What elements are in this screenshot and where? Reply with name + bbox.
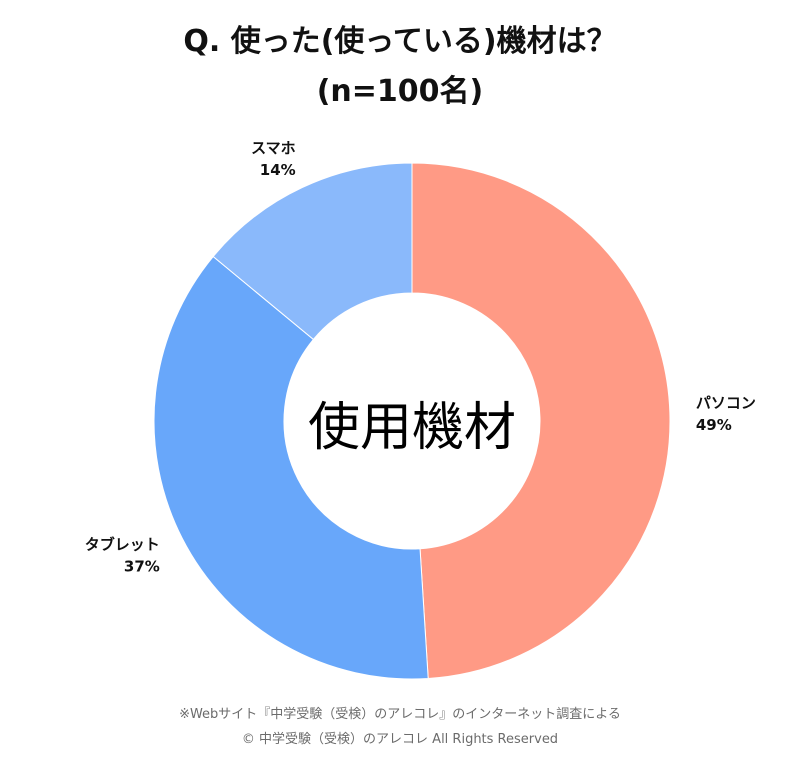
donut-slices (153, 162, 671, 680)
slice-label-name-1: タブレット (85, 536, 160, 554)
donut-slice-1 (153, 255, 429, 680)
slice-labels: パソコン 49% タブレット 37% スマホ 14% (85, 139, 756, 576)
slice-label-name-2: スマホ (251, 139, 296, 157)
donut-slice-2 (212, 162, 413, 341)
survey-note: ※Webサイト『中学受験（受検）のアレコレ』のインターネット調査による (179, 707, 621, 722)
copyright-text: © 中学受験（受検）のアレコレ All Rights Reserved (241, 732, 559, 747)
center-label: 使用機材 (308, 398, 516, 458)
donut-slice-0 (411, 162, 671, 680)
slice-label-value-2: 14% (260, 161, 296, 179)
slice-label-value-0: 49% (696, 416, 732, 434)
slice-label-value-1: 37% (124, 558, 160, 576)
chart-title: Q. 使った(使っている)機材は？ (183, 24, 617, 59)
slice-label-name-0: パソコン (696, 394, 756, 412)
chart-subtitle: (n=100名) (316, 74, 484, 109)
